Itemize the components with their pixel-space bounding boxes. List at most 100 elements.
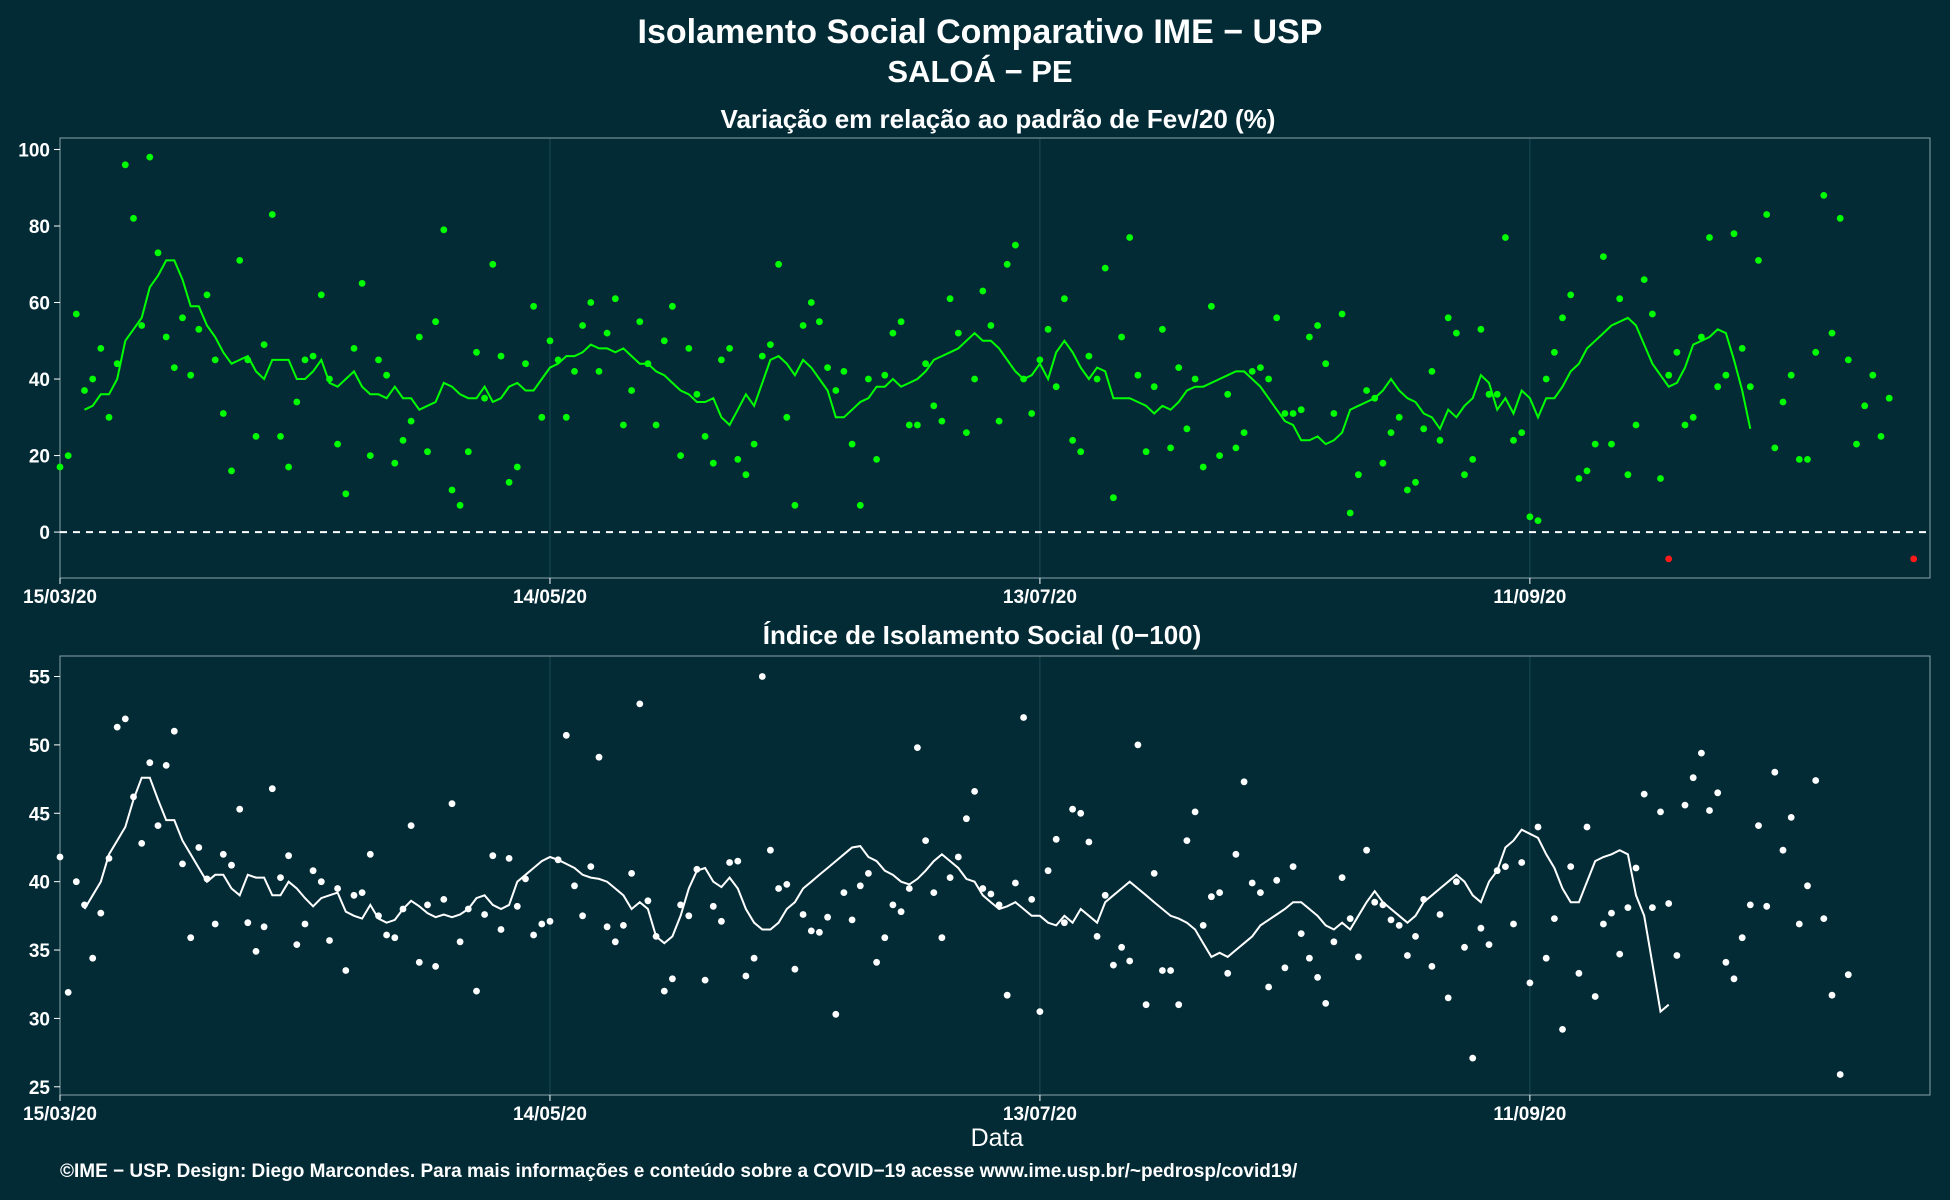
data-point [1257, 364, 1264, 371]
data-point [366, 452, 374, 459]
data-point [1730, 975, 1738, 983]
data-point [1657, 808, 1664, 816]
data-point [1150, 383, 1158, 391]
data-point [1567, 291, 1575, 299]
data-point [391, 459, 399, 467]
data-point [1493, 390, 1501, 398]
data-point [1314, 322, 1321, 329]
data-point [1167, 444, 1174, 452]
data-point [1681, 421, 1689, 429]
data-point [579, 912, 586, 920]
data-point [1322, 360, 1330, 368]
data-point [1346, 915, 1354, 922]
data-point [187, 934, 195, 942]
data-point [1608, 440, 1615, 448]
data-point [162, 333, 170, 341]
data-point [750, 440, 758, 448]
rolling-mean-line [84, 259, 1752, 446]
data-point [456, 938, 464, 946]
data-point [816, 928, 823, 936]
data-point [636, 318, 644, 326]
data-point [677, 452, 684, 459]
data-point [1118, 943, 1125, 951]
data-point [807, 299, 815, 306]
data-point [1706, 807, 1713, 814]
data-point [963, 429, 970, 436]
data-point [1314, 974, 1321, 981]
data-point [628, 870, 635, 877]
y-tick-label: 25 [29, 1078, 51, 1099]
data-point [1649, 310, 1656, 318]
x-tick-label: 11/09/20 [1493, 587, 1566, 608]
data-point [456, 501, 464, 509]
data-point [1101, 891, 1109, 899]
data-point [546, 337, 554, 345]
data-point [1412, 933, 1419, 940]
data-point [64, 989, 72, 996]
data-point [81, 387, 88, 394]
data-point [1232, 850, 1240, 858]
data-point [1077, 448, 1085, 456]
data-point [334, 885, 341, 892]
data-point [1444, 994, 1452, 1002]
data-point [652, 421, 660, 429]
data-point [971, 375, 978, 383]
x-axis-label: Data [971, 1124, 1024, 1152]
data-point [554, 356, 562, 364]
data-point [513, 902, 521, 910]
data-point [121, 715, 129, 723]
data-point [203, 875, 211, 883]
data-point [334, 440, 341, 448]
data-point [856, 501, 864, 509]
data-point [1714, 789, 1722, 797]
data-point [203, 291, 211, 299]
data-point [1755, 257, 1762, 264]
data-point [350, 891, 358, 899]
data-point [113, 723, 121, 731]
data-point [1379, 459, 1387, 467]
data-point [1779, 846, 1787, 854]
data-point [1273, 876, 1281, 884]
data-point [195, 844, 203, 851]
data-point [64, 452, 72, 459]
data-point [701, 976, 709, 984]
data-point [1363, 846, 1370, 854]
data-point [1738, 345, 1746, 352]
data-point [1738, 934, 1746, 942]
data-point [1681, 801, 1689, 809]
data-point [783, 881, 791, 888]
data-point [1591, 440, 1599, 448]
data-point [644, 897, 652, 905]
data-point [709, 902, 717, 910]
data-point [824, 364, 831, 371]
data-point [464, 448, 472, 456]
x-tick-label: 15/03/20 [23, 587, 97, 608]
data-point [1853, 440, 1860, 448]
y-tick-label: 50 [29, 736, 50, 757]
data-point [652, 933, 660, 940]
x-tick-label: 15/03/20 [23, 1104, 97, 1125]
data-point [1885, 394, 1893, 402]
data-point [89, 375, 97, 383]
data-point [783, 413, 791, 421]
data-point [865, 870, 872, 877]
data-point [244, 356, 252, 364]
data-point [701, 433, 709, 440]
data-point [660, 987, 668, 995]
data-point [1240, 429, 1248, 436]
data-point [693, 865, 701, 873]
data-point [1804, 456, 1811, 463]
x-tick-label: 14/05/20 [513, 587, 587, 608]
data-point [1616, 950, 1624, 958]
data-point [1787, 814, 1795, 821]
data-point [1175, 364, 1183, 371]
data-point [81, 901, 88, 909]
data-point [669, 302, 676, 310]
y-tick-label: 60 [29, 294, 50, 315]
data-point [326, 375, 333, 383]
data-point [1763, 902, 1771, 910]
y-tick-label: 100 [18, 140, 50, 161]
data-point [611, 938, 619, 946]
data-point [1371, 394, 1379, 402]
